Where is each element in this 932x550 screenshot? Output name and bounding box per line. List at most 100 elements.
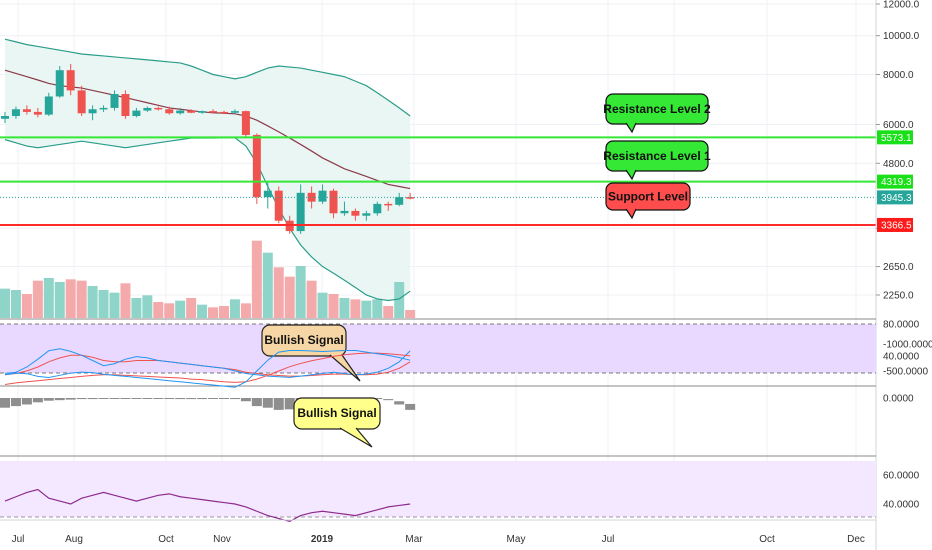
macd-histogram-bar [164,398,175,399]
level-callout-label: Resistance Level 2 [603,102,711,116]
volume-bar [120,283,131,318]
level-callout-pointer [625,122,637,134]
time-axis-label: May [507,534,526,545]
macd-histogram-bar [284,398,295,410]
macd-histogram-bar [0,398,10,408]
candle-body [384,203,393,206]
candle-body [187,110,196,113]
macd-histogram-bar [372,398,383,400]
price-axis-label: 6000.0 [883,120,914,131]
candle-body [55,70,64,97]
oscillator-fast-line [4,348,411,378]
candle-body [11,109,20,117]
time-axis-label: 2019 [311,534,334,545]
price-axis-label: 8000.0 [883,70,914,81]
volume-bar [43,278,54,318]
price-axis-label: 10000.0 [883,31,920,42]
candle-body [373,203,382,214]
macd-histogram-bar [175,398,186,400]
panel4-band-fill [0,461,876,517]
macd-histogram-bar [87,398,98,400]
macd-callout-box[interactable] [293,397,381,430]
candle-body [22,109,31,112]
level-price-tag [877,130,913,145]
candle-body [395,197,404,205]
panel4-axis-label: 60.0000 [883,471,920,482]
macd-histogram-bar [229,398,240,400]
level-callout-box[interactable] [605,182,691,211]
volume-bar [361,300,372,318]
candle-body [198,111,207,113]
macd-line [4,349,411,388]
oscillator-axis-label: 40.0000 [883,352,920,363]
macd-signal-line [4,352,411,385]
candle-body [1,116,9,119]
volume-bar [394,282,405,318]
macd-histogram-bar [273,398,284,410]
volume-bar [164,303,175,318]
price-axis-label: 2250.0 [883,291,914,302]
candle-body [165,109,174,114]
volume-bar [306,280,317,318]
volume-bar [251,240,262,318]
candle-body [209,111,218,113]
candle-body [296,192,305,232]
candle-body [329,190,338,214]
volume-bar [32,280,43,318]
volume-bar [339,298,350,318]
macd-histogram-bar [32,398,43,403]
time-axis-label: Oct [158,534,174,545]
macd-axis-label: -1000.0000 [883,340,932,351]
candle-body [110,94,119,108]
last-price-tag [877,190,913,205]
macd-histogram-bar [153,398,164,399]
volume-bar [87,286,98,318]
oscillator-band-fill [0,324,876,373]
volume-bar [0,288,10,318]
level-callout-label: Support Level [608,190,688,204]
oscillator-axis-label: 80.0000 [883,320,920,331]
macd-histogram-bar [383,399,394,401]
price-axis-label: 12000.0 [883,0,920,11]
volume-bar [153,302,164,318]
volume-bar [21,294,32,318]
volume-bar [328,294,339,318]
level-callout-label: Resistance Level 1 [603,149,711,163]
macd-callout-pointer [339,427,373,448]
macd-histogram-bar [109,398,120,399]
level-price-tag-text: 4319.3 [881,177,912,188]
volume-bar [109,292,120,318]
level-callout-box[interactable] [605,93,709,125]
macd-histogram-bar [21,398,32,405]
candle-body [307,192,316,202]
panel4-line [4,488,411,523]
volume-bar [273,267,284,318]
volume-bar [197,304,208,318]
volume-bar [284,276,295,318]
macd-histogram-bar [54,398,65,401]
volume-bar [186,298,197,318]
candle-body [132,110,141,117]
oscillator-callout-box[interactable] [261,324,347,357]
candle-body [351,210,360,216]
macd-histogram-bar [394,401,405,405]
volume-bar [98,290,109,318]
candle-body [176,110,185,114]
macd-histogram-bar [186,398,197,400]
level-callout-pointer [625,169,637,181]
time-axis-label: Aug [65,534,83,545]
macd-axis-label: -500.0000 [883,367,928,378]
bollinger-band-fill [5,39,411,301]
candle-body [252,134,261,198]
level-price-tag-text: 3366.5 [881,220,912,231]
macd-axis-label: 0.0000 [883,394,914,405]
volume-bar [54,282,65,318]
volume-bar [262,252,273,318]
level-callout-pointer [625,208,637,220]
last-price-tag-text: 3945.3 [881,193,912,204]
volume-bar [295,266,306,318]
level-callout-box[interactable] [605,140,709,172]
volume-bar [350,299,361,318]
volume-bar [175,300,186,318]
